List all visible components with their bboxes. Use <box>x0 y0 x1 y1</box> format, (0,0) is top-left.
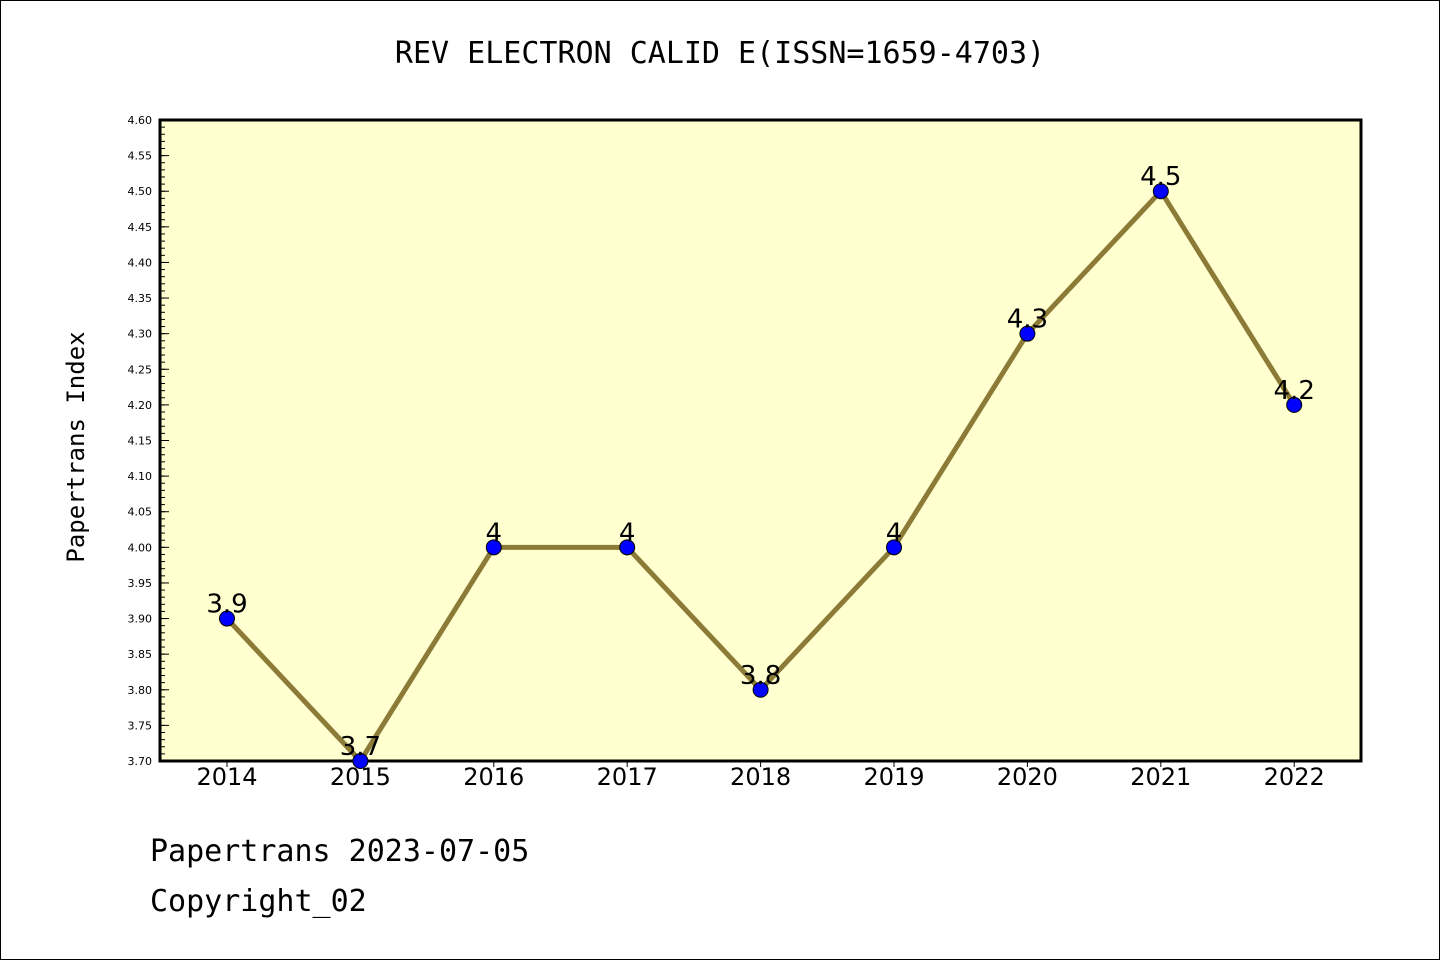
y-tick-label: 4.05 <box>128 506 153 519</box>
data-label: 4 <box>886 518 903 548</box>
chart-title: REV ELECTRON CALID E(ISSN=1659-4703) <box>394 36 1046 71</box>
footer-date: Papertrans 2023-07-05 <box>150 834 530 869</box>
data-point <box>1152 183 1169 200</box>
y-tick-label: 3.85 <box>128 648 153 661</box>
y-tick-label: 3.70 <box>128 755 153 768</box>
y-tick-label: 4.20 <box>128 399 153 412</box>
y-tick-label: 4.30 <box>128 328 153 341</box>
y-tick-label: 3.95 <box>128 577 153 590</box>
data-point <box>219 610 235 627</box>
x-tick-label: 2016 <box>463 763 524 791</box>
y-tick-label: 3.80 <box>128 684 153 697</box>
data-label: 4 <box>486 518 503 548</box>
data-point <box>619 539 636 556</box>
x-tick-label: 2018 <box>730 763 791 791</box>
data-label: 4.5 <box>1140 162 1181 192</box>
data-point <box>352 753 369 769</box>
data-label: 4.3 <box>1007 305 1048 335</box>
y-tick-label: 3.90 <box>128 613 153 626</box>
data-label: 3.9 <box>206 590 247 620</box>
y-tick-label: 4.50 <box>128 185 153 198</box>
x-tick-label: 2020 <box>997 763 1058 791</box>
x-tick-label: 2017 <box>597 763 658 791</box>
data-label: 3.7 <box>340 732 381 762</box>
plot-area <box>160 120 1361 761</box>
x-tick-label: 2021 <box>1130 763 1191 791</box>
plot-border <box>158 118 1363 763</box>
y-tick-label: 4.35 <box>128 292 153 305</box>
data-label: 3.8 <box>740 661 781 691</box>
data-point <box>752 681 769 698</box>
data-point <box>485 539 502 556</box>
x-tick-label: 2019 <box>863 763 924 791</box>
data-point <box>1286 396 1303 413</box>
y-tick-label: 4.55 <box>128 150 153 163</box>
data-point <box>1019 325 1036 342</box>
y-tick-label: 4.25 <box>128 363 153 376</box>
data-point <box>886 539 902 556</box>
y-tick-label: 4.40 <box>128 256 153 269</box>
data-label: 4 <box>619 518 636 548</box>
y-tick-label: 4.60 <box>128 114 153 127</box>
y-tick-label: 3.75 <box>128 719 153 732</box>
y-tick-label: 4.45 <box>128 221 153 234</box>
y-tick-label: 4.10 <box>128 470 153 483</box>
y-tick-label: 4.15 <box>128 435 153 448</box>
data-label: 4.2 <box>1274 376 1315 406</box>
footer-copyright: Copyright_02 <box>150 884 367 919</box>
x-tick-label: 2022 <box>1264 763 1325 791</box>
x-tick-label: 2014 <box>196 763 257 791</box>
y-tick-label: 4.00 <box>128 541 153 554</box>
